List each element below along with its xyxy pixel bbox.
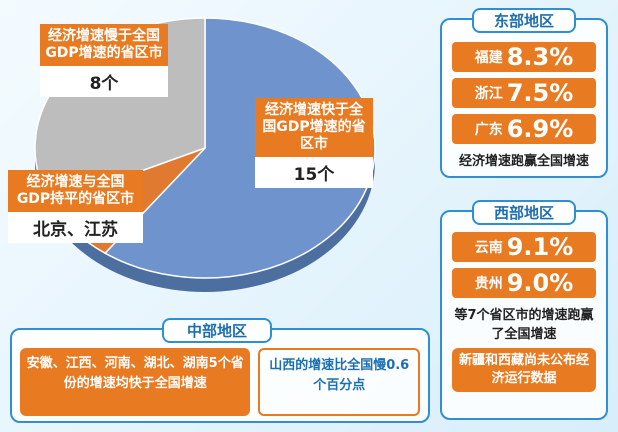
panel-note: 等7个省区市的增速跑赢了全国增速 bbox=[454, 308, 594, 342]
value-label: 北京、江苏 bbox=[8, 212, 143, 243]
province-name: 云南 bbox=[474, 240, 503, 256]
category-label: 经济增速与全国GDP持平的省区市 bbox=[8, 170, 143, 212]
value-label: 8个 bbox=[40, 66, 168, 97]
province-growth: 7.5% bbox=[506, 79, 574, 107]
province-name: 福建 bbox=[474, 50, 503, 66]
slice-label: 经济增速慢于全国GDP增速的省区市 8个 bbox=[40, 24, 168, 97]
central-panel: 中部地区 安徽、江西、河南、湖北、湖南5个省份的增速均快于全国增速 山西的增速比… bbox=[10, 318, 430, 423]
panel-note: 经济增速跑赢全国增速 bbox=[458, 154, 589, 169]
province-row: 广东 6.9% bbox=[452, 114, 596, 144]
slice-label: 经济增速与全国GDP持平的省区市 北京、江苏 bbox=[8, 170, 143, 243]
panel-title: 东部地区 bbox=[472, 8, 576, 33]
slice-label: 经济增速快于全国GDP增速的省区市 15个 bbox=[255, 98, 373, 188]
central-left: 安徽、江西、河南、湖北、湖南5个省份的增速均快于全国增速 bbox=[20, 348, 251, 416]
panel-note: 新疆和西藏尚未公布经济运行数据 bbox=[452, 348, 596, 392]
province-growth: 8.3% bbox=[506, 43, 574, 71]
province-growth: 6.9% bbox=[506, 115, 574, 143]
pie-slice bbox=[103, 17, 376, 279]
province-name: 广东 bbox=[474, 122, 503, 138]
value-label: 15个 bbox=[255, 157, 373, 188]
province-row: 贵州 9.0% bbox=[452, 268, 596, 298]
category-label: 经济增速快于全国GDP增速的省区市 bbox=[255, 98, 373, 157]
province-name: 浙江 bbox=[474, 86, 503, 102]
east-panel: 东部地区 福建 8.3% 浙江 7.5% 广东 6.9% 经济增速跑赢全国增速 bbox=[440, 8, 608, 178]
province-growth: 9.1% bbox=[506, 233, 574, 261]
central-right: 山西的增速比全国慢0.6个百分点 bbox=[258, 348, 420, 416]
province-row: 浙江 7.5% bbox=[452, 78, 596, 108]
category-label: 经济增速慢于全国GDP增速的省区市 bbox=[40, 24, 168, 66]
province-growth: 9.0% bbox=[506, 269, 574, 297]
province-row: 福建 8.3% bbox=[452, 42, 596, 72]
panel-title: 西部地区 bbox=[472, 200, 576, 225]
province-row: 云南 9.1% bbox=[452, 232, 596, 262]
panel-title: 中部地区 bbox=[162, 318, 272, 343]
west-panel: 西部地区 云南 9.1% 贵州 9.0% 等7个省区市的增速跑赢了全国增速 新疆和西藏… bbox=[440, 200, 608, 420]
province-name: 贵州 bbox=[474, 276, 503, 292]
